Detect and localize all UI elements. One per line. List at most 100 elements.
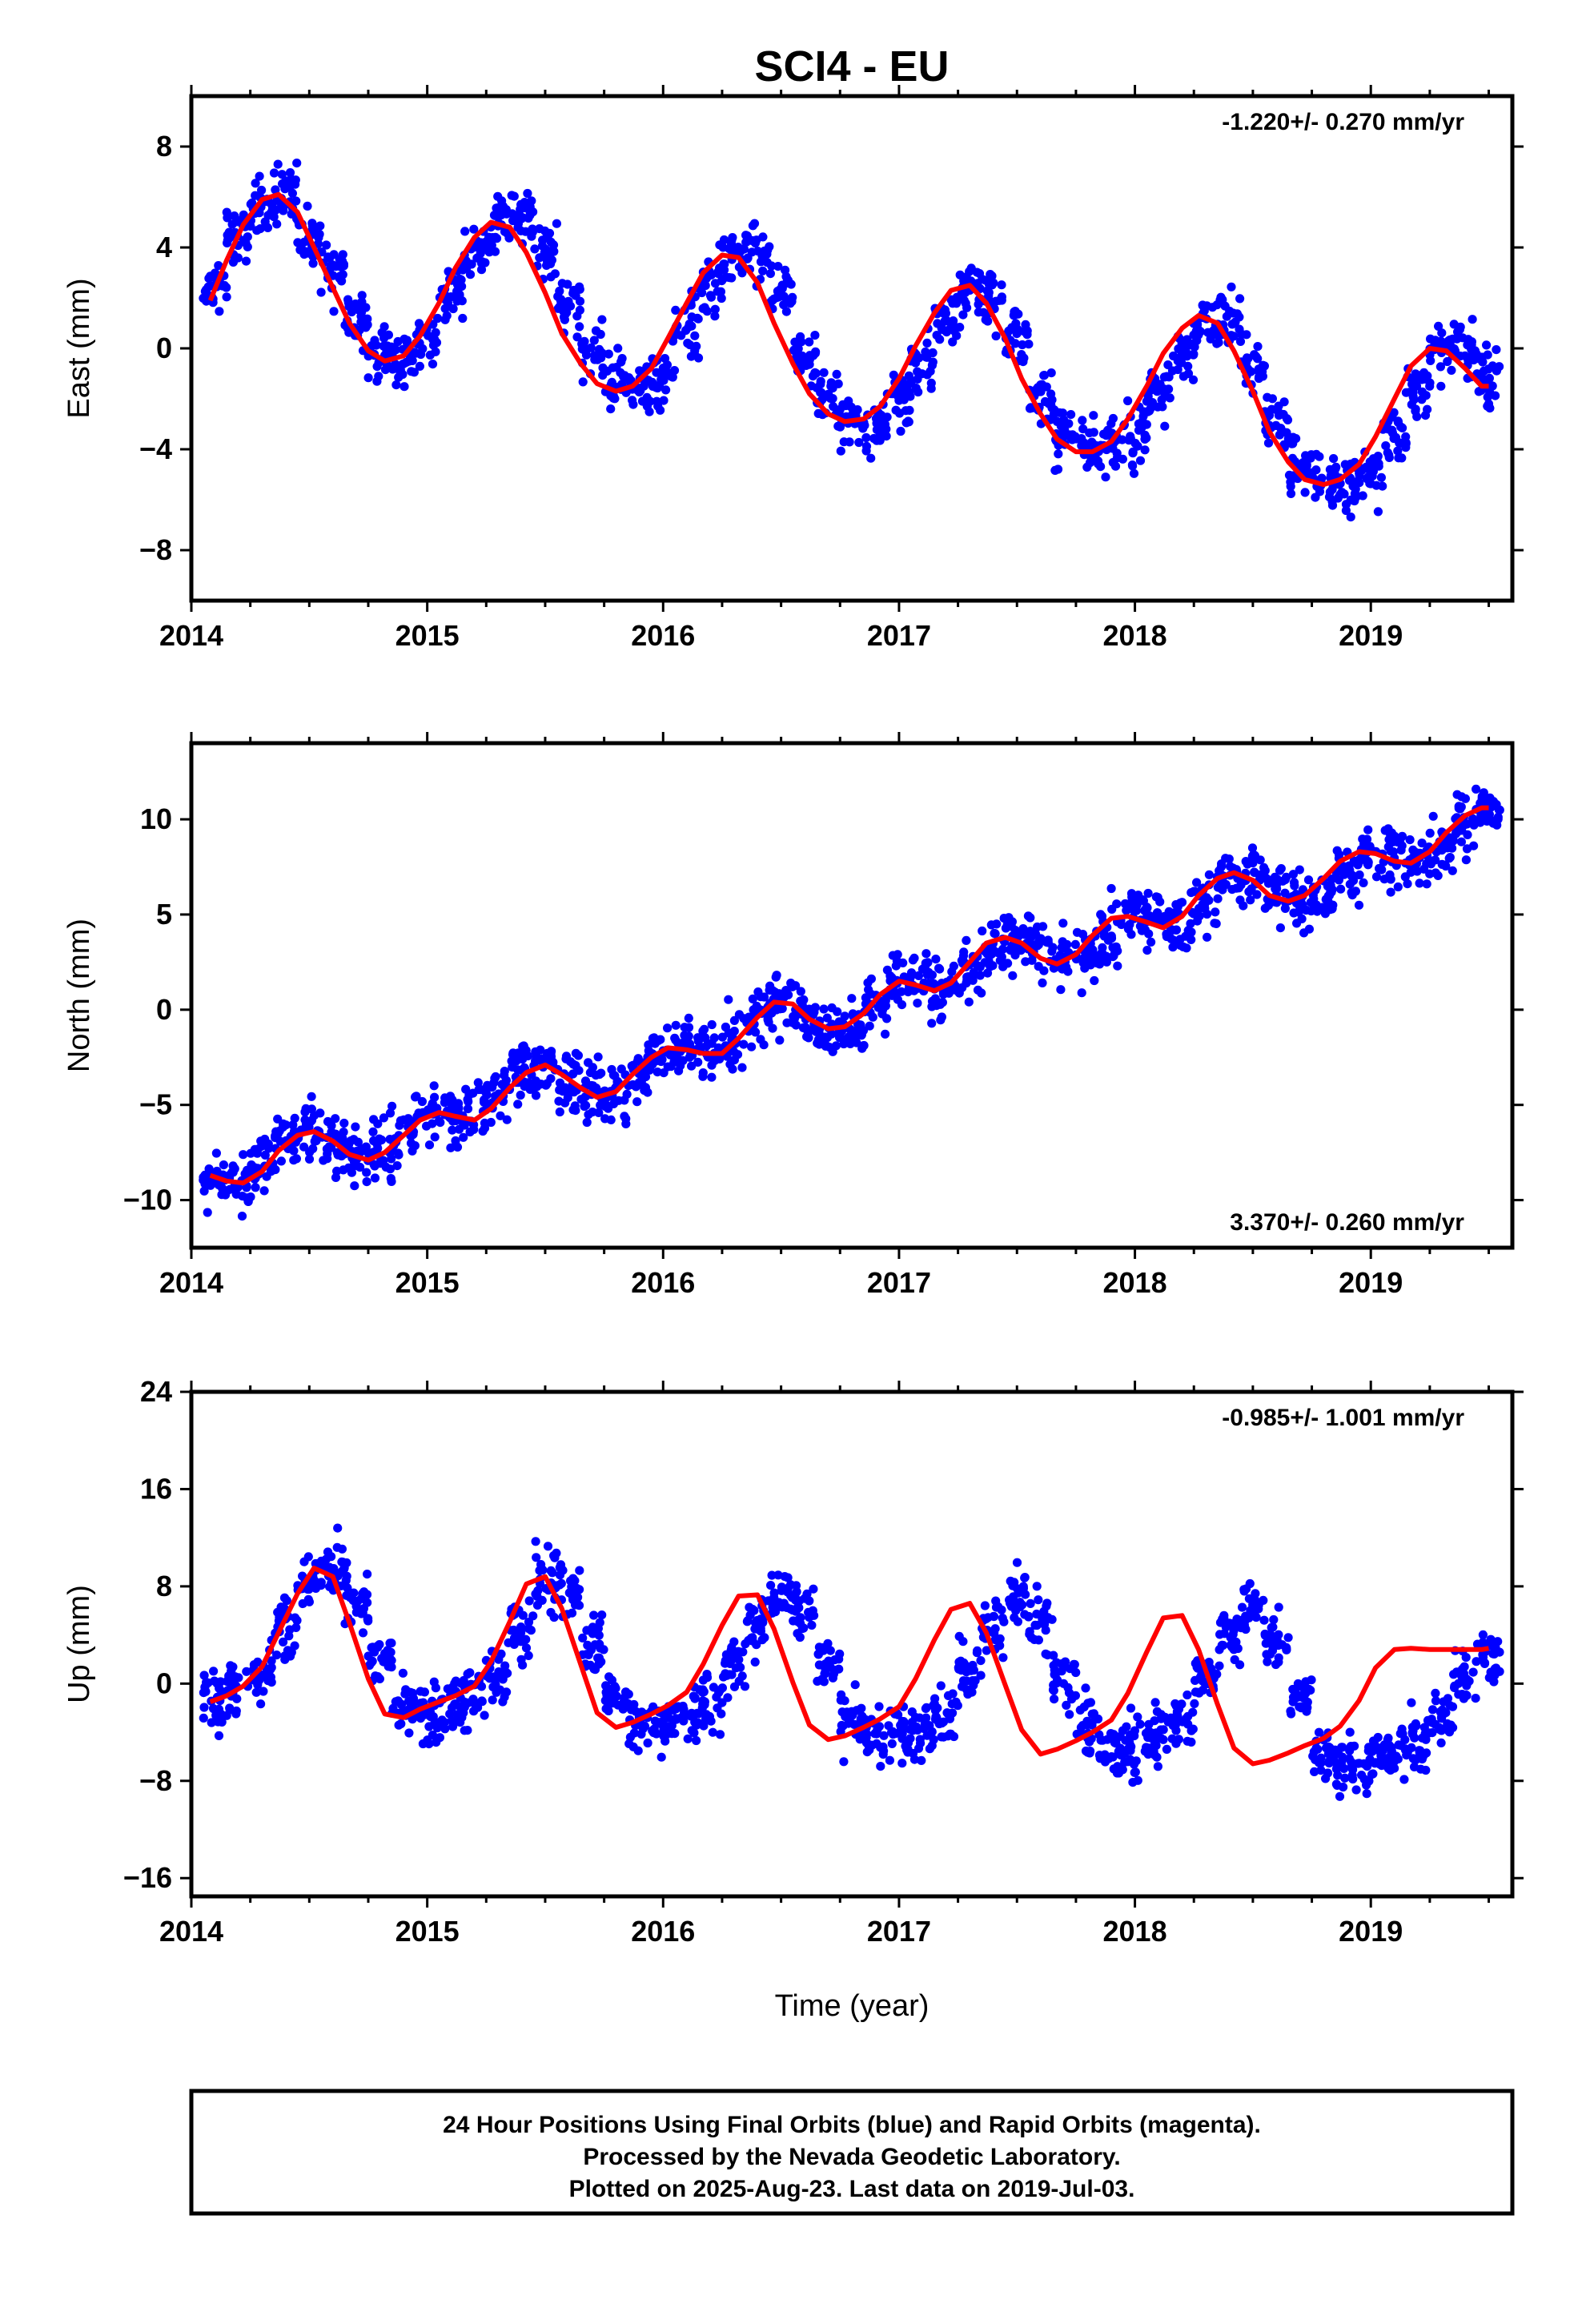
data-point <box>748 1636 757 1646</box>
data-point <box>1469 841 1479 850</box>
data-point <box>393 1148 403 1158</box>
data-point <box>1253 342 1263 352</box>
data-point <box>1097 911 1107 921</box>
data-point <box>1062 1700 1071 1710</box>
data-point <box>1371 872 1382 882</box>
data-point <box>1077 988 1086 998</box>
data-point <box>459 1132 468 1142</box>
data-point <box>829 1669 838 1679</box>
data-point <box>1007 323 1017 332</box>
data-point <box>700 1024 709 1034</box>
data-point <box>955 270 965 279</box>
data-point <box>1190 342 1199 352</box>
data-point <box>865 1745 874 1755</box>
data-point <box>624 1690 633 1699</box>
data-point <box>1162 1744 1171 1754</box>
data-point <box>640 1086 649 1096</box>
data-point <box>206 271 215 281</box>
data-point <box>508 1048 518 1058</box>
data-point <box>1331 464 1340 473</box>
data-point <box>770 987 780 997</box>
data-point <box>476 1682 487 1691</box>
data-point <box>1301 905 1311 915</box>
data-point <box>199 1671 209 1680</box>
data-point <box>368 1127 378 1136</box>
data-point <box>911 384 921 393</box>
data-point <box>982 968 993 978</box>
data-point <box>501 1076 512 1085</box>
data-point <box>429 1677 439 1687</box>
data-point <box>222 207 231 217</box>
data-point <box>1484 364 1493 374</box>
data-point <box>796 987 805 996</box>
data-point <box>998 1653 1008 1663</box>
data-point <box>809 351 818 360</box>
data-point <box>386 1647 396 1657</box>
data-point <box>546 1607 556 1618</box>
data-point <box>794 1596 805 1606</box>
data-point <box>299 1142 309 1152</box>
data-point <box>1042 1598 1052 1608</box>
data-point <box>1251 1597 1261 1606</box>
data-point <box>1186 919 1195 928</box>
data-point <box>701 1710 711 1719</box>
data-point <box>224 227 234 237</box>
data-point <box>207 1718 216 1727</box>
data-point <box>1482 340 1492 350</box>
data-point <box>203 1208 212 1217</box>
data-point <box>1338 862 1347 872</box>
data-point <box>1227 282 1236 292</box>
data-point <box>199 1186 209 1196</box>
data-point <box>1110 461 1121 471</box>
data-point <box>1071 434 1081 444</box>
data-point <box>528 1611 538 1621</box>
data-point <box>1260 1629 1270 1639</box>
data-point <box>1122 906 1131 915</box>
data-point <box>589 351 600 360</box>
data-point <box>644 407 654 416</box>
data-point <box>913 1743 924 1753</box>
model-curve <box>209 805 1489 1186</box>
data-point <box>1291 1693 1301 1703</box>
data-point <box>1214 338 1223 348</box>
data-point <box>868 1012 877 1022</box>
data-point <box>1345 879 1355 889</box>
data-point <box>460 1726 469 1735</box>
data-point <box>516 1090 525 1100</box>
data-point <box>1381 441 1391 451</box>
data-point <box>1158 402 1167 412</box>
data-point <box>1231 317 1240 327</box>
data-point <box>1422 879 1431 889</box>
data-point <box>861 993 871 1003</box>
data-point <box>391 380 401 390</box>
data-point <box>936 1681 946 1691</box>
data-point <box>1058 937 1067 947</box>
y-axis-label: Up (mm) <box>62 1585 96 1703</box>
data-point <box>1039 1619 1050 1630</box>
data-point <box>1338 1743 1347 1752</box>
data-point <box>432 1723 442 1733</box>
data-point <box>569 1088 579 1097</box>
data-point <box>1433 870 1443 880</box>
data-point <box>1178 942 1188 951</box>
data-point <box>750 1657 760 1667</box>
data-point <box>252 226 262 235</box>
data-point <box>976 1656 986 1666</box>
data-point <box>404 1696 414 1706</box>
data-point <box>932 331 942 340</box>
data-point <box>684 1023 694 1032</box>
data-point <box>1449 1670 1459 1679</box>
data-point <box>1193 1663 1203 1673</box>
data-point <box>841 1711 850 1722</box>
data-point <box>948 1689 958 1699</box>
data-point <box>1347 888 1356 898</box>
data-point <box>1183 1719 1193 1729</box>
data-point <box>1399 1775 1409 1784</box>
data-point <box>1103 425 1113 436</box>
data-point <box>659 1725 669 1735</box>
data-point <box>966 263 976 273</box>
x-tick-label: 2016 <box>631 1266 695 1299</box>
data-point <box>523 188 532 199</box>
model-curve <box>207 191 1489 488</box>
data-point <box>433 313 443 324</box>
